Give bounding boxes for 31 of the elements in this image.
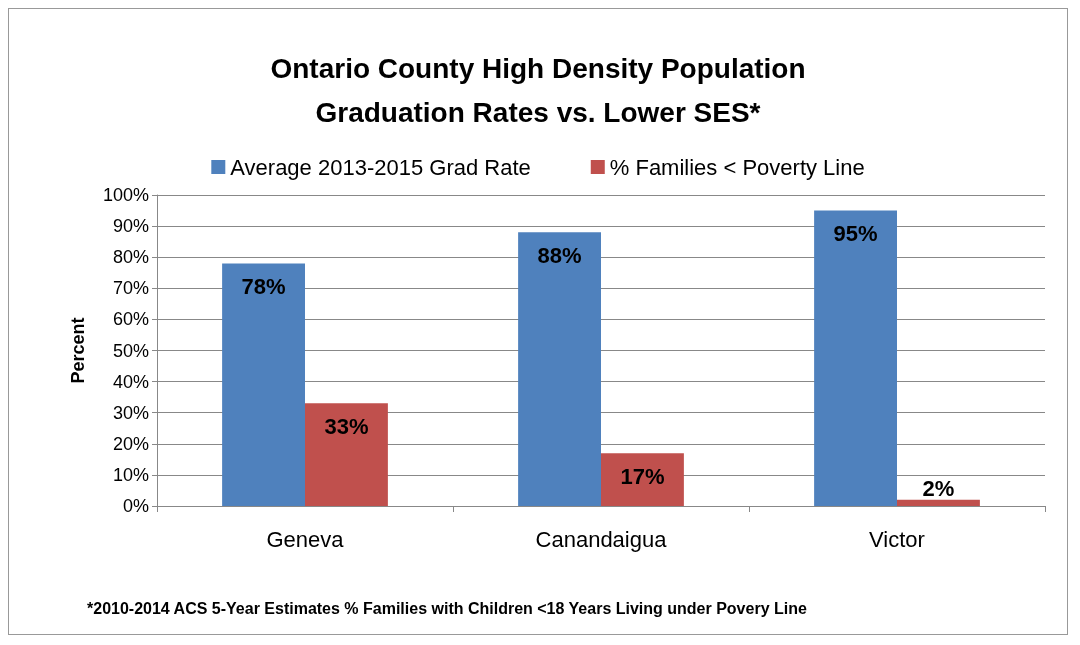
bar [601,453,684,506]
legend-label: Average 2013-2015 Grad Rate [230,154,531,180]
x-tick-label: Victor [869,526,925,552]
text: *2010-2014 ACS 5-Year Estimates % Families with Children <18 Years Living under Povery Line [87,599,807,617]
y-tick-label: 50% [112,340,149,361]
data-label: 17% [620,463,665,489]
y-tick-label: 70% [112,278,149,299]
data-label: 33% [324,413,369,439]
x-tick-label: Geneva [266,526,345,552]
y-tick-label: 100% [102,185,149,205]
data-label: 78% [241,273,286,299]
y-tick-label: 60% [112,309,149,330]
data-label: 88% [537,242,582,268]
y-tick-label: 90% [112,216,149,237]
y-tick-label: 80% [112,247,149,268]
bar [305,403,388,506]
y-tick-label: 0% [122,496,149,516]
y-tick-label: 20% [112,433,149,454]
data-label: 2% [922,476,955,502]
bar [814,210,897,506]
y-axis-title: Percent [68,317,88,384]
y-tick-label: 10% [112,464,149,485]
bar [897,499,980,506]
data-label: 95% [833,221,878,247]
chart-title: Ontario County High Density Population Graduation Rates vs. Lower SES* [270,52,806,128]
bar [518,232,601,506]
x-tick-label: Canandaigua [535,526,668,552]
y-tick-label: 40% [112,371,149,392]
bar [222,263,305,506]
y-tick-label: 30% [112,402,149,423]
legend-label: % Families < Poverty Line [609,154,865,180]
